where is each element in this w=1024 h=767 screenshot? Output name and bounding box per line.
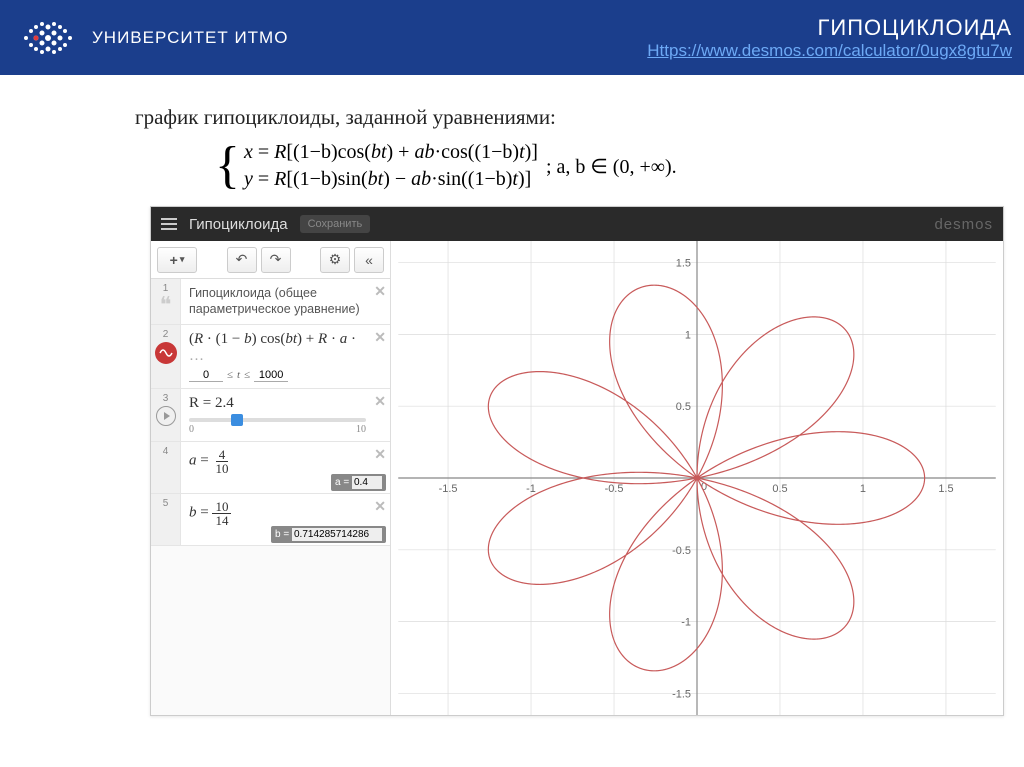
desmos-brand: desmos	[934, 216, 993, 233]
equation-domain: ; a, b ∈ (0, +∞).	[546, 154, 677, 179]
svg-text:-0.5: -0.5	[605, 483, 624, 495]
expression-list: 1❝ Гипоциклоида (общее параметрическое у…	[151, 279, 390, 715]
desmos-app: Гипоциклоида Сохранить desmos +▾ ↶ ↷ ⚙ «	[150, 206, 1004, 716]
graph-viewport[interactable]: -1.5-1.5-1-1-0.5-0.500.50.5111.51.5	[391, 241, 1003, 715]
close-icon[interactable]: ✕	[374, 498, 386, 515]
svg-text:0.5: 0.5	[676, 401, 691, 413]
svg-text:0.5: 0.5	[772, 483, 787, 495]
add-expression-button[interactable]: +▾	[157, 247, 197, 273]
equation-y: y = R[(1−b)sin(bt) − ab·sin((1−b)t)]	[244, 168, 538, 191]
expression-row[interactable]: 4 a = 410 a = ✕	[151, 442, 390, 494]
equations: { x = R[(1−b)cos(bt) + ab·cos((1−b)t)] y…	[215, 140, 1024, 192]
slider-value[interactable]: R = 2.4	[189, 395, 366, 412]
caption: график гипоциклоиды, заданной уравнениям…	[135, 105, 1024, 130]
svg-text:-1: -1	[681, 617, 691, 629]
svg-text:-1.5: -1.5	[672, 688, 691, 700]
tmax-input[interactable]	[254, 369, 288, 382]
play-icon[interactable]	[156, 406, 176, 426]
curve-color-icon[interactable]	[155, 342, 177, 364]
readout-a: a =	[331, 474, 386, 491]
expression-toolbar: +▾ ↶ ↷ ⚙ «	[151, 241, 390, 279]
close-icon[interactable]: ✕	[374, 283, 386, 300]
menu-icon[interactable]	[161, 218, 177, 230]
desmos-link[interactable]: Https://www.desmos.com/calculator/0ugx8g…	[647, 41, 1012, 60]
svg-text:1.5: 1.5	[938, 483, 953, 495]
itmo-dots-icon	[18, 19, 78, 57]
close-icon[interactable]: ✕	[374, 393, 386, 410]
readout-b: b =	[271, 526, 386, 543]
collapse-button[interactable]: «	[354, 247, 384, 273]
svg-text:1: 1	[860, 483, 866, 495]
expression-row[interactable]: 1❝ Гипоциклоида (общее параметрическое у…	[151, 279, 390, 325]
save-button[interactable]: Сохранить	[300, 215, 371, 233]
header: УНИВЕРСИТЕТ ИТМО ГИПОЦИКЛОИДА Https://ww…	[0, 0, 1024, 75]
tmin-input[interactable]	[189, 369, 223, 382]
expression-row[interactable]: 3 R = 2.4 010 ✕	[151, 389, 390, 442]
university-name: УНИВЕРСИТЕТ ИТМО	[92, 28, 288, 48]
t-range: ≤ t ≤	[189, 369, 366, 382]
parametric-expression[interactable]: (R · (1 − b) cos(bt) + R · a · …	[189, 331, 366, 365]
expression-sidebar: +▾ ↶ ↷ ⚙ « 1❝ Гипоциклоида (общее параме…	[151, 241, 391, 715]
svg-text:-0.5: -0.5	[672, 545, 691, 557]
equation-x: x = R[(1−b)cos(bt) + ab·cos((1−b)t)]	[244, 141, 538, 164]
svg-text:1.5: 1.5	[676, 258, 691, 270]
expression-row[interactable]: 2 (R · (1 − b) cos(bt) + R · a · … ≤ t ≤	[151, 325, 390, 389]
svg-text:-1: -1	[526, 483, 536, 495]
svg-text:1: 1	[685, 329, 691, 341]
graph-title[interactable]: Гипоциклоида	[189, 216, 288, 233]
page-title: ГИПОЦИКЛОИДА	[647, 15, 1012, 41]
settings-button[interactable]: ⚙	[320, 247, 350, 273]
close-icon[interactable]: ✕	[374, 446, 386, 463]
undo-button[interactable]: ↶	[227, 247, 257, 273]
folder-icon: ❝	[160, 294, 172, 316]
svg-text:-1.5: -1.5	[439, 483, 458, 495]
slider-R[interactable]	[189, 418, 366, 422]
hypocycloid-plot: -1.5-1.5-1-1-0.5-0.500.50.5111.51.5	[391, 241, 1003, 715]
desmos-header: Гипоциклоида Сохранить desmos	[151, 207, 1003, 241]
expression-row[interactable]: 5 b = 1014 b = ✕	[151, 494, 390, 546]
logo: УНИВЕРСИТЕТ ИТМО	[18, 19, 288, 57]
redo-button[interactable]: ↷	[261, 247, 291, 273]
close-icon[interactable]: ✕	[374, 329, 386, 346]
